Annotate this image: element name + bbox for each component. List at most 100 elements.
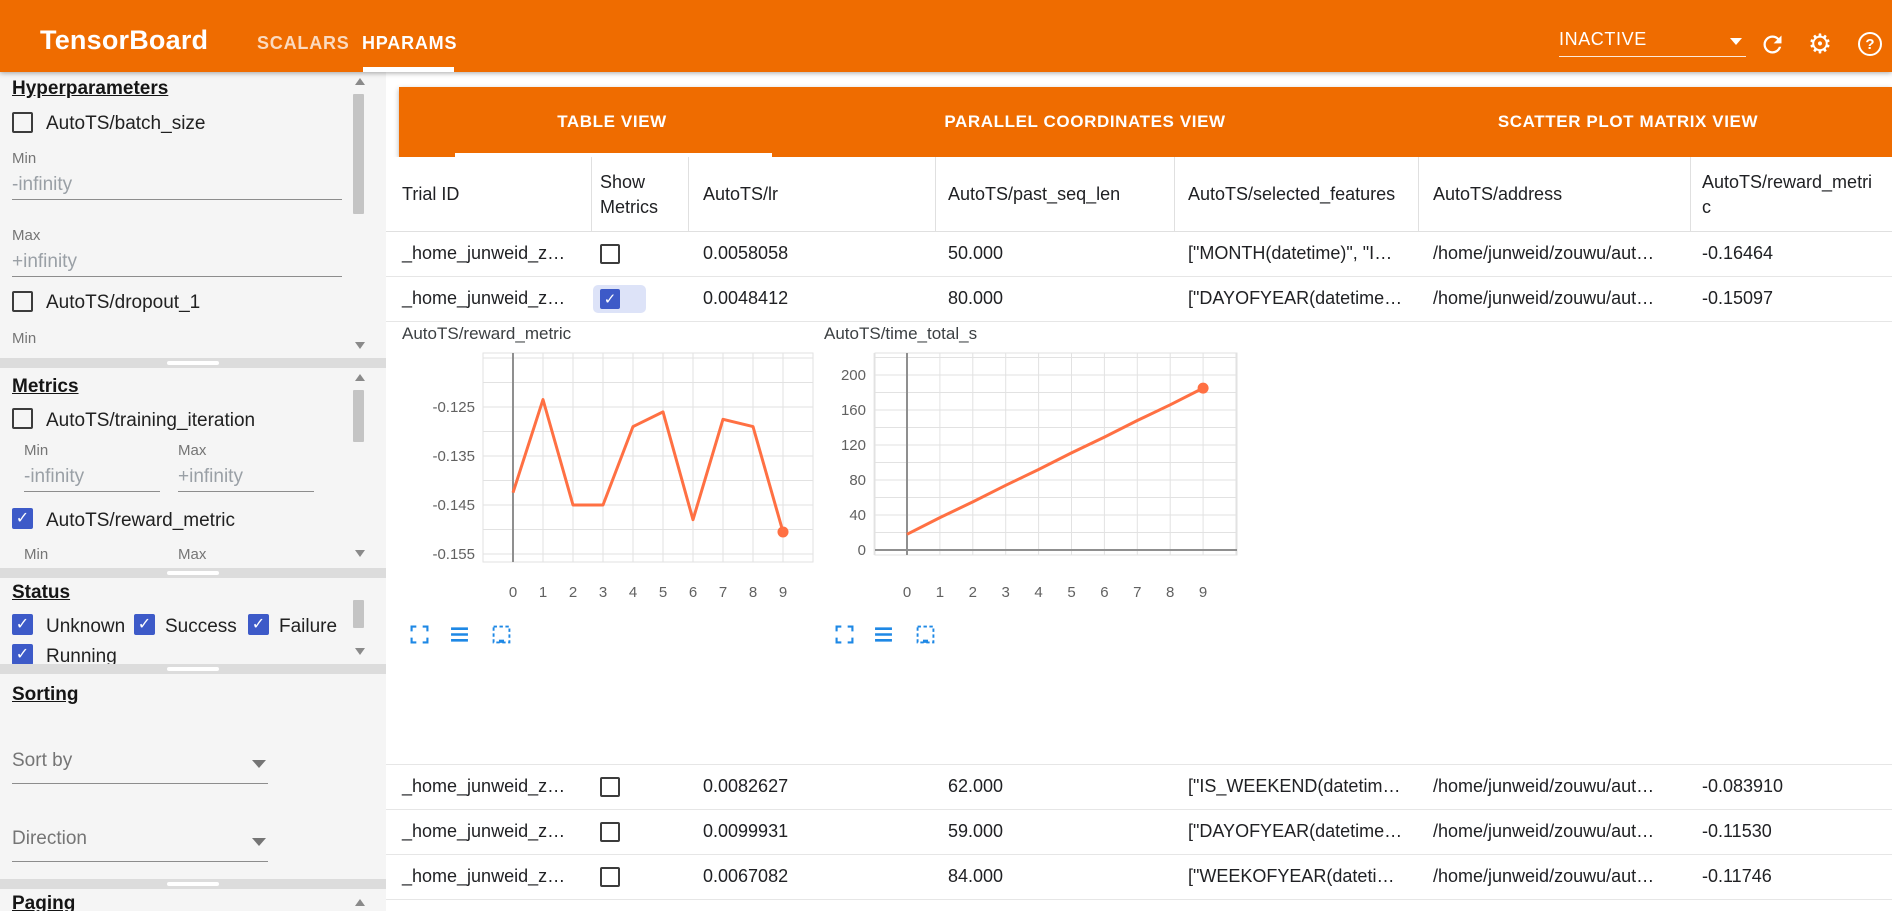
reload-status-dropdown[interactable]: INACTIVE	[1559, 29, 1746, 57]
scroll-down-icon[interactable]	[355, 648, 365, 655]
cell-past-seq-len: 62.000	[948, 776, 1004, 796]
col-header-selected-features[interactable]: AutoTS/selected_features	[1188, 184, 1396, 204]
col-header-lr[interactable]: AutoTS/lr	[703, 184, 779, 204]
tab-scalars[interactable]: SCALARS	[257, 33, 350, 53]
check-icon: ✓	[15, 616, 30, 633]
checkbox-batch-size[interactable]: ✓	[12, 112, 33, 133]
show-metrics-checkbox[interactable]: ✓	[600, 867, 620, 887]
status-label-unknown: Unknown	[46, 616, 126, 637]
cell-trial-id: _home_junweid_z…	[402, 288, 566, 308]
checkbox-training-iteration[interactable]: ✓	[12, 408, 33, 429]
cell-trial-id: _home_junweid_z…	[402, 776, 566, 796]
scroll-up-icon[interactable]	[355, 78, 365, 85]
cell-past-seq-len: 80.000	[948, 288, 1004, 308]
cell-trial-id: _home_junweid_z…	[402, 866, 566, 886]
tab-scatter-plot-matrix-view[interactable]: SCATTER PLOT MATRIX VIEW	[1497, 112, 1759, 131]
checkbox-dropout-1[interactable]: ✓	[12, 291, 33, 312]
checkbox-status-running[interactable]: ✓	[12, 644, 33, 664]
show-metrics-checkbox[interactable]: ✓	[600, 777, 620, 797]
list-icon[interactable]	[450, 625, 470, 645]
sort-by-select[interactable]: Sort by	[12, 748, 268, 784]
cell-selected-features: ["WEEKOFYEAR(dateti…	[1188, 866, 1395, 886]
scroll-down-icon[interactable]	[355, 342, 365, 349]
min-label: Min	[12, 330, 37, 347]
list-icon[interactable]	[874, 625, 894, 645]
dashed-box-icon[interactable]	[492, 625, 512, 645]
svg-text:1: 1	[936, 584, 944, 601]
cell-past-seq-len: 59.000	[948, 821, 1004, 841]
min-label: Min	[12, 150, 37, 167]
section-resize-divider	[0, 358, 386, 368]
section-metrics: Metrics ✓ AutoTS/training_iteration Min …	[0, 368, 386, 568]
cell-address: /home/junweid/zouwu/aut…	[1433, 821, 1655, 841]
cell-reward-metric: -0.15097	[1702, 288, 1774, 308]
scroll-down-icon[interactable]	[355, 550, 365, 557]
show-metrics-checkbox[interactable]: ✓	[600, 822, 620, 842]
cell-selected-features: ["IS_WEEKEND(datetim…	[1188, 776, 1401, 796]
scrollbar-thumb[interactable]	[353, 390, 364, 442]
section-resize-divider	[0, 568, 386, 578]
param-label-dropout-1: AutoTS/dropout_1	[46, 292, 201, 313]
direction-select[interactable]: Direction	[12, 826, 268, 862]
svg-text:120: 120	[841, 437, 866, 454]
chart-title-time-total: AutoTS/time_total_s	[824, 324, 978, 343]
scroll-up-icon[interactable]	[355, 899, 365, 906]
help-icon[interactable]: ?	[1855, 29, 1885, 59]
hparams-main: TABLE VIEW PARALLEL COORDINATES VIEW SCA…	[386, 72, 1892, 911]
section-resize-divider	[0, 879, 386, 889]
min-input[interactable]	[24, 462, 160, 492]
metric-label-training-iteration: AutoTS/training_iteration	[46, 410, 256, 431]
show-metrics-checkbox[interactable]: ✓	[600, 289, 620, 309]
checkbox-status-failure[interactable]: ✓	[248, 614, 269, 635]
check-icon: ✓	[15, 510, 30, 527]
max-label: Max	[178, 442, 207, 459]
tab-table-view[interactable]: TABLE VIEW	[557, 112, 667, 131]
svg-text:9: 9	[779, 584, 787, 601]
scrollbar-thumb[interactable]	[353, 600, 364, 628]
cell-address: /home/junweid/zouwu/aut…	[1433, 866, 1655, 886]
col-header-address[interactable]: AutoTS/address	[1433, 184, 1563, 204]
svg-text:-0.155: -0.155	[432, 546, 475, 563]
svg-text:4: 4	[1034, 584, 1042, 601]
svg-text:7: 7	[719, 584, 727, 601]
col-header-past-seq-len[interactable]: AutoTS/past_seq_len	[948, 184, 1121, 204]
tab-parallel-coordinates-view[interactable]: PARALLEL COORDINATES VIEW	[944, 112, 1226, 131]
svg-text:3: 3	[1002, 584, 1010, 601]
col-header-trial-id[interactable]: Trial ID	[402, 184, 460, 204]
expand-icon[interactable]	[410, 625, 430, 645]
svg-text:-0.125: -0.125	[432, 399, 475, 416]
svg-text:3: 3	[599, 584, 607, 601]
scrollbar-thumb[interactable]	[353, 94, 364, 214]
checkbox-status-unknown[interactable]: ✓	[12, 614, 33, 635]
param-label-batch-size: AutoTS/batch_size	[46, 113, 206, 134]
checkbox-status-success[interactable]: ✓	[134, 614, 155, 635]
max-input[interactable]	[12, 247, 342, 277]
show-metrics-checkbox[interactable]: ✓	[600, 244, 620, 264]
active-view-tab-indicator	[455, 153, 772, 157]
svg-text:-0.135: -0.135	[432, 448, 475, 465]
svg-text:8: 8	[749, 584, 757, 601]
resize-handle[interactable]	[167, 361, 219, 365]
tab-hparams[interactable]: HPARAMS	[362, 33, 458, 53]
max-input[interactable]	[178, 462, 314, 492]
expand-icon[interactable]	[835, 625, 855, 645]
checkbox-reward-metric[interactable]: ✓	[12, 508, 33, 529]
svg-text:6: 6	[1100, 584, 1108, 601]
col-header-show-metrics[interactable]: Show Metrics	[600, 171, 658, 217]
table-header: Trial ID Show Metrics AutoTS/lr AutoTS/p…	[386, 157, 1892, 232]
min-input[interactable]	[12, 170, 342, 200]
resize-handle[interactable]	[167, 882, 219, 886]
session-metrics-panel: AutoTS/reward_metric AutoTS/time_total_s…	[386, 322, 1892, 765]
check-icon: ✓	[251, 616, 266, 633]
metric-label-reward-metric: AutoTS/reward_metric	[46, 510, 236, 531]
settings-gear-icon[interactable]: ⚙	[1807, 28, 1833, 59]
refresh-icon[interactable]	[1757, 29, 1787, 59]
col-header-reward-metric[interactable]: AutoTS/reward_metric	[1702, 171, 1873, 217]
resize-handle[interactable]	[167, 571, 219, 575]
cell-reward-metric: -0.16464	[1702, 243, 1774, 263]
resize-handle[interactable]	[167, 667, 219, 671]
svg-text:40: 40	[849, 507, 866, 524]
dashed-box-icon[interactable]	[916, 625, 936, 645]
scroll-up-icon[interactable]	[355, 374, 365, 381]
